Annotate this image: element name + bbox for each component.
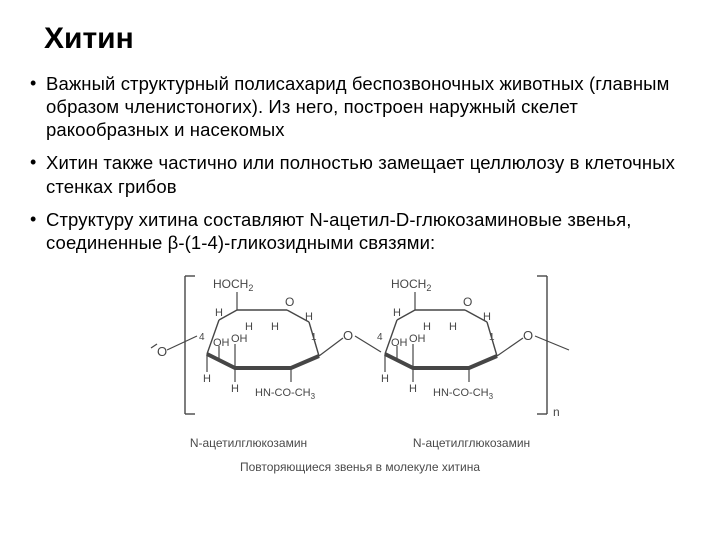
- ring-o: O: [285, 295, 294, 309]
- svg-text:O: O: [463, 295, 472, 309]
- bullet-item: Хитин также частично или полностью замещ…: [30, 151, 690, 197]
- svg-text:OH: OH: [409, 333, 426, 345]
- bullet-item: Структуру хитина составляют N-ацетил-D-г…: [30, 208, 690, 254]
- nacetyl-label: HN-CO-CH3: [433, 387, 494, 401]
- svg-text:H: H: [409, 383, 417, 395]
- monomer-label: N-ацетилглюкозамин: [413, 436, 530, 450]
- svg-text:4: 4: [199, 332, 205, 343]
- svg-text:H: H: [393, 307, 401, 319]
- svg-text:H: H: [381, 373, 389, 385]
- monomer-labels-row: N-ацетилглюкозамин N-ацетилглюкозамин: [137, 436, 583, 450]
- linkage-o: O: [157, 344, 167, 359]
- svg-text:H: H: [423, 321, 431, 333]
- bullet-item: Важный структурный полисахарид беспозвон…: [30, 72, 690, 141]
- right-bracket: [537, 276, 547, 414]
- repeat-n-label: n: [553, 405, 560, 419]
- svg-text:H: H: [483, 311, 491, 323]
- svg-text:1: 1: [489, 332, 495, 343]
- hoch2-label: HOCH2: [391, 277, 431, 293]
- svg-text:H: H: [271, 321, 279, 333]
- svg-text:H: H: [203, 373, 211, 385]
- svg-text:H: H: [231, 383, 239, 395]
- bullet-list: Важный структурный полисахарид беспозвон…: [30, 72, 690, 254]
- svg-text:4: 4: [377, 332, 383, 343]
- svg-text:H: H: [215, 307, 223, 319]
- svg-text:H: H: [449, 321, 457, 333]
- monomer-ring: HOCH2 O H H H H: [199, 277, 319, 401]
- chitin-structure-diagram: n O HOCH2 O: [137, 264, 583, 434]
- svg-text:OH: OH: [231, 333, 248, 345]
- svg-text:OH: OH: [391, 337, 408, 349]
- hoch2-label: HOCH2: [213, 277, 253, 293]
- slide-title: Хитин: [44, 22, 690, 56]
- figure-caption: Повторяющиеся звенья в молекуле хитина: [240, 460, 480, 474]
- monomer-ring: HOCH2 O H H H H OH OH H: [377, 277, 497, 401]
- svg-text:H: H: [305, 311, 313, 323]
- linkage-o: O: [343, 328, 353, 343]
- slide-chitin: Хитин Важный структурный полисахарид бес…: [0, 0, 720, 540]
- svg-text:OH: OH: [213, 337, 230, 349]
- linkage-o: O: [523, 328, 533, 343]
- monomer-label: N-ацетилглюкозамин: [190, 436, 307, 450]
- figure-wrap: n O HOCH2 O: [30, 264, 690, 474]
- nacetyl-label: HN-CO-CH3: [255, 387, 316, 401]
- svg-text:H: H: [245, 321, 253, 333]
- left-bracket: [185, 276, 195, 414]
- svg-text:1: 1: [311, 332, 317, 343]
